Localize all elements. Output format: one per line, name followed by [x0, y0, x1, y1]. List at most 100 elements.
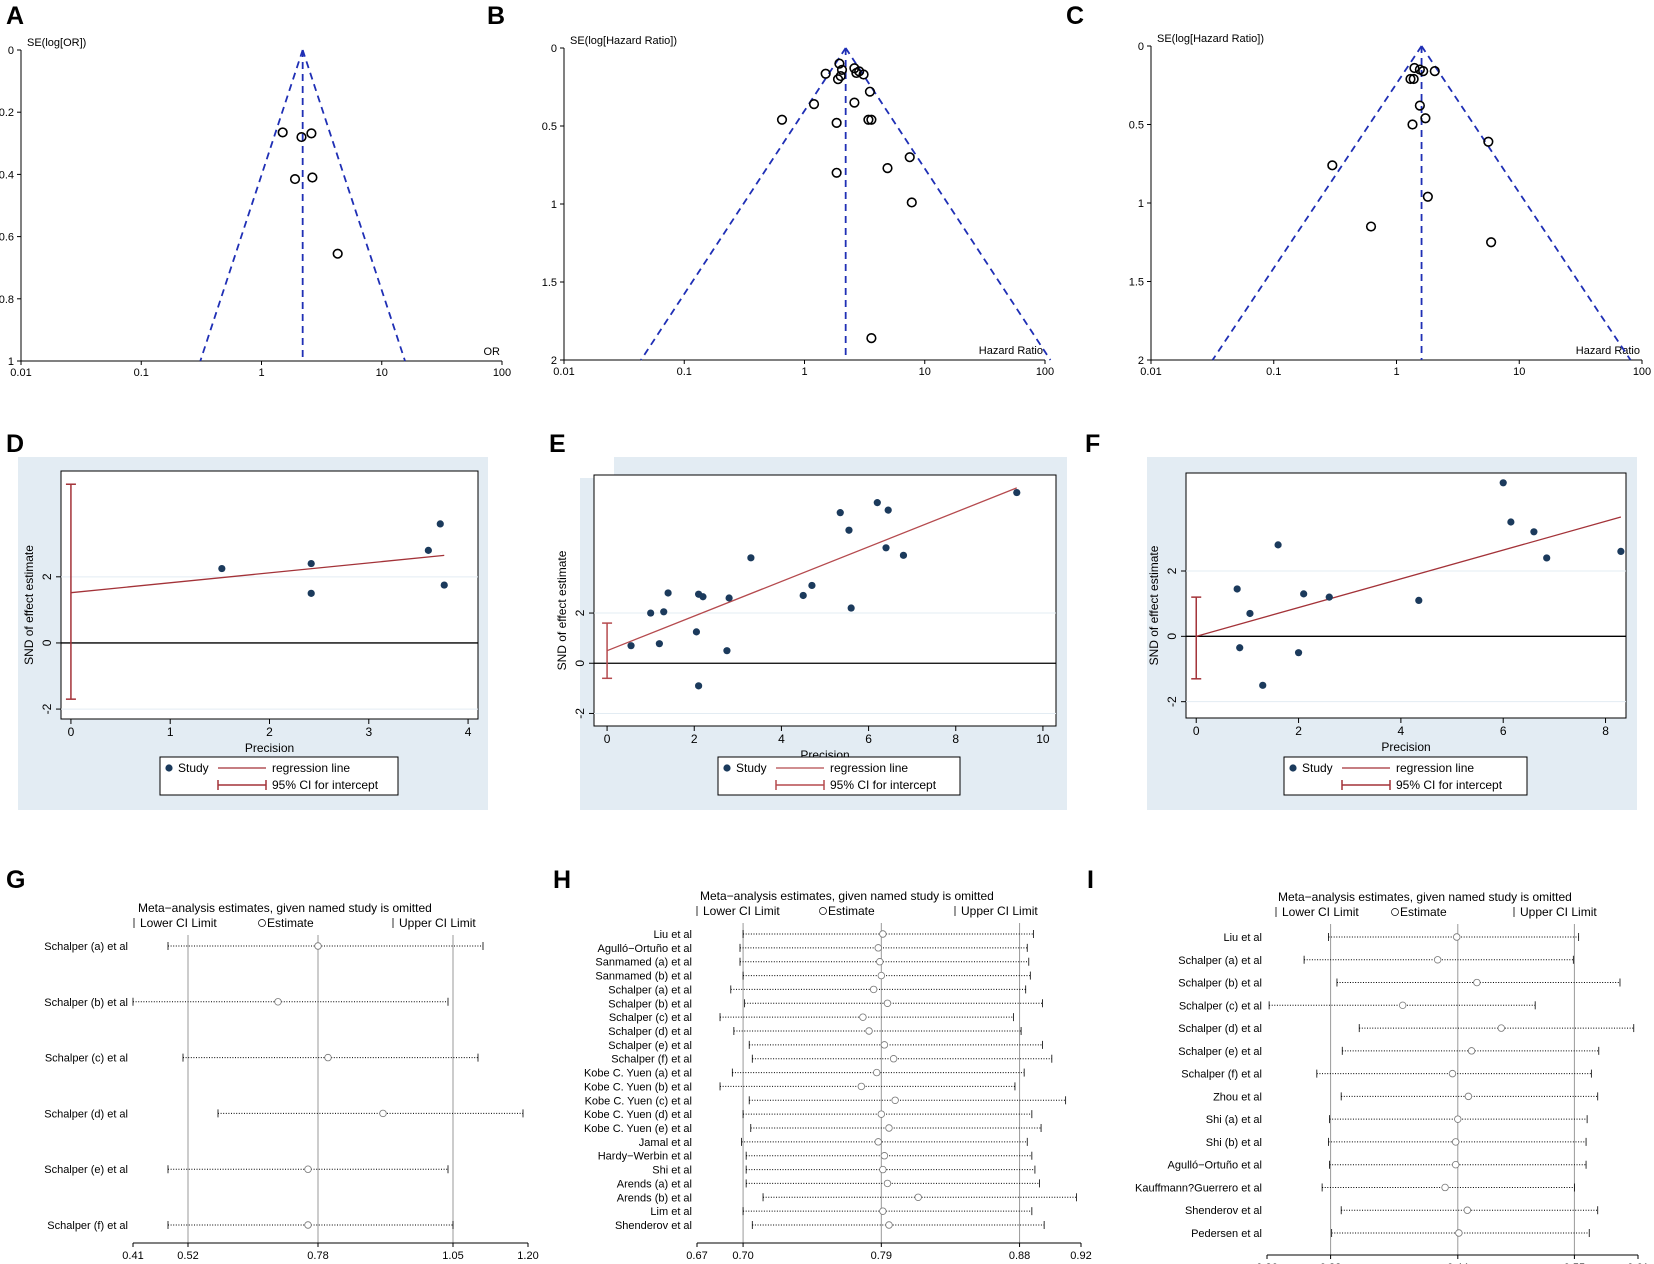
estimate-marker: [1467, 1047, 1476, 1055]
y-tick-label: 2: [1138, 355, 1144, 367]
study-point: [306, 128, 317, 139]
study-label: Liu et al: [653, 929, 692, 941]
y-tick-label: 0.5: [542, 121, 557, 133]
legend-box: [1283, 756, 1528, 796]
funnel-left-limit: [199, 49, 304, 362]
study-point: [1365, 221, 1377, 232]
study-point: [899, 551, 908, 559]
study-row: Schalper (d) et al: [1178, 1023, 1635, 1035]
study-row: Zhou et al: [1213, 1091, 1599, 1103]
estimate-marker: [274, 998, 282, 1006]
y-tick-label: 2: [40, 573, 54, 580]
legend: Study regression line 95% CI for intercept: [717, 756, 961, 796]
estimate-marker: [885, 1124, 893, 1132]
study-point: [218, 564, 226, 573]
study-label: Schalper (e) et al: [1178, 1046, 1262, 1058]
study-point: [440, 581, 448, 589]
study-row: Liu et al: [1223, 932, 1580, 944]
study-label: Shenderov et al: [615, 1220, 692, 1232]
x-tick-label: 4: [778, 732, 785, 746]
study-row: Sanmamed (b) et al: [595, 971, 1031, 983]
x-tick-label: 8: [952, 732, 959, 746]
panel-label-e: E: [549, 430, 566, 458]
y-axis-title: SE(log[Hazard Ratio]): [1157, 33, 1264, 45]
study-row: Hardy−Werbin et al: [598, 1151, 1033, 1163]
x-tick-label: 10: [1513, 366, 1525, 378]
estimate-marker: [883, 1179, 892, 1188]
legend-estimate-label: Estimate: [267, 916, 314, 930]
x-tick-label: 0.32: [1320, 1262, 1341, 1264]
estimate-marker: [880, 1041, 889, 1049]
estimate-marker: [1464, 1092, 1473, 1101]
panel-label-d: D: [6, 430, 24, 458]
estimate-marker: [324, 1053, 332, 1062]
estimate-marker: [883, 999, 892, 1007]
x-tick-label: 100: [1036, 366, 1054, 378]
x-tick-label: 6: [1500, 724, 1507, 738]
estimate-marker: [874, 944, 882, 952]
study-row: Schalper (c) et al: [45, 1053, 479, 1065]
x-tick-label: 10: [1036, 732, 1050, 746]
legend-study-marker: [165, 764, 173, 772]
study-row: Schalper (f) et al: [611, 1054, 1053, 1066]
y-tick-label: 0.2: [0, 107, 14, 119]
legend: Study regression line 95% CI for intercept: [159, 756, 399, 796]
x-tick-label: 1.20: [517, 1250, 538, 1262]
x-tick-label: 1: [801, 366, 807, 378]
legend-regression-label: regression line: [830, 761, 908, 775]
study-label: Hardy−Werbin et al: [598, 1151, 692, 1163]
study-point: [866, 114, 877, 125]
y-tick-label: 1: [551, 199, 557, 211]
estimate-marker: [857, 1082, 866, 1091]
study-point: [1236, 644, 1244, 652]
study-point: [296, 131, 307, 143]
estimate-marker: [1441, 1183, 1449, 1192]
study-point: [655, 640, 663, 648]
study-point: [832, 74, 844, 85]
study-point: [1327, 160, 1338, 171]
legend-estimate-label: Estimate: [828, 904, 875, 918]
estimate-marker: [879, 1165, 887, 1174]
study-point: [1429, 66, 1440, 77]
x-tick-label: 0.52: [177, 1250, 198, 1262]
study-row: Arends (a) et al: [617, 1178, 1040, 1190]
study-point: [1407, 119, 1418, 130]
study-label: Kobe C. Yuen (a) et al: [584, 1068, 692, 1080]
study-row: Kobe C. Yuen (a) et al: [584, 1068, 1025, 1080]
x-tick-label: 100: [1633, 366, 1651, 378]
study-point: [845, 526, 853, 534]
estimate-marker: [1433, 956, 1442, 964]
x-tick-label: 0.1: [134, 367, 149, 379]
study-point: [692, 628, 701, 636]
x-tick-label: 2: [691, 732, 698, 746]
panel-label-c: C: [1066, 2, 1084, 30]
x-tick-label: 2: [266, 725, 273, 739]
study-point: [820, 68, 831, 79]
study-row: Schalper (b) et al: [608, 998, 1043, 1010]
study-point: [808, 581, 816, 590]
legend-ci-label: 95% CI for intercept: [1396, 778, 1503, 792]
study-label: Schalper (c) et al: [609, 1012, 692, 1024]
plot-area: [1185, 472, 1627, 719]
study-label: Sanmamed (b) et al: [595, 971, 692, 983]
study-point: [1259, 681, 1267, 689]
y-tick-label: 1.5: [1129, 277, 1144, 289]
estimate-marker: [1448, 1069, 1457, 1078]
study-point: [836, 509, 844, 517]
estimate-marker: [885, 1221, 893, 1229]
x-tick-label: 2: [1295, 724, 1302, 738]
y-axis-title: SND of effect estimate: [1147, 545, 1161, 665]
x-tick-label: 0.92: [1070, 1250, 1091, 1262]
study-row: Schalper (a) et al: [1178, 955, 1574, 967]
study-label: Liu et al: [1223, 932, 1262, 944]
x-tick-label: 3: [365, 725, 372, 739]
study-label: Sanmamed (a) et al: [595, 957, 692, 969]
estimate-marker: [869, 985, 878, 994]
study-label: Schalper (b) et al: [608, 998, 692, 1010]
study-label: Pedersen et al: [1191, 1228, 1262, 1240]
x-tick-label: 0.61: [1627, 1262, 1648, 1264]
study-point: [1530, 528, 1538, 536]
study-point: [307, 172, 318, 183]
study-point: [747, 554, 755, 562]
